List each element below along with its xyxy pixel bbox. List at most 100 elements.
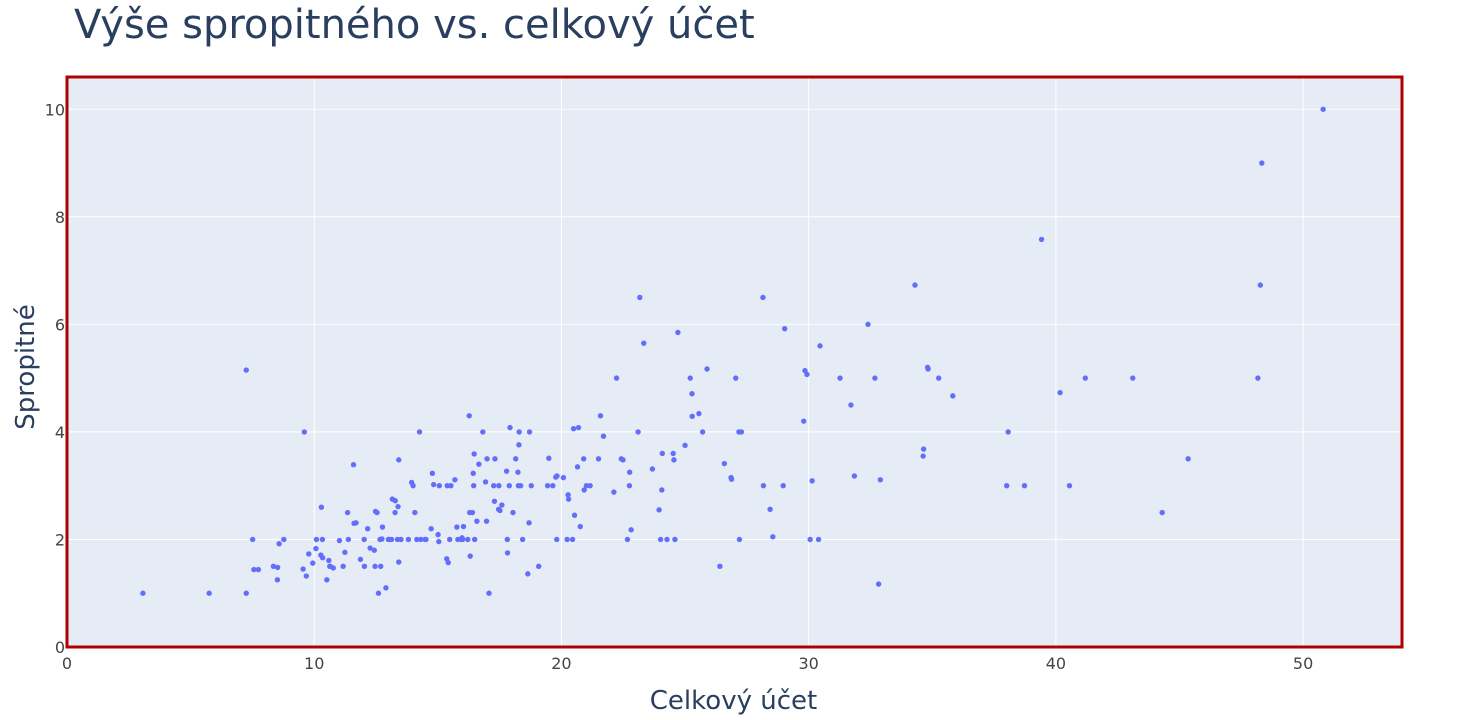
data-point [583,482,590,489]
data-point [554,536,560,543]
data-point [383,585,389,591]
data-point [689,391,695,397]
data-point [580,456,587,462]
data-point [912,282,918,288]
data-point [367,545,373,551]
data-point [503,468,510,474]
plot-border [65,75,1404,649]
data-point [206,590,212,596]
data-point [1005,429,1011,435]
data-point [587,482,593,489]
data-point [372,563,378,570]
data-point [392,509,398,516]
data-point [510,509,516,516]
data-point [482,479,489,485]
data-point [140,590,146,596]
data-point [728,476,735,482]
data-point [1159,509,1165,516]
data-point [470,482,477,489]
y-axis-ticks: 0 2 4 6 8 10 [45,100,65,657]
data-point [429,470,436,477]
data-point [641,340,647,346]
data-point [452,477,458,483]
data-point [920,446,927,452]
data-point [326,557,332,564]
data-point [447,536,453,543]
data-point [353,520,359,526]
data-point [474,518,480,524]
data-point [611,489,617,495]
data-point [613,375,620,381]
data-point [554,473,560,479]
data-point [418,536,424,543]
data-point [480,429,486,435]
data-point [395,503,401,510]
data-point [675,329,681,336]
data-point [560,474,567,481]
data-point [270,563,277,570]
data-point [506,482,512,489]
data-point [428,525,434,532]
data-point [357,556,364,563]
x-tick-label: 20 [551,654,571,673]
data-point [410,482,416,489]
data-point [851,473,858,479]
data-point [414,536,420,543]
data-point [809,478,815,484]
data-point [571,512,578,518]
y-tick-label: 2 [55,530,65,549]
data-point [459,536,466,543]
data-point [454,524,460,530]
data-point [412,509,418,516]
data-point [301,429,308,435]
data-point [513,456,519,462]
data-point [807,536,813,543]
data-point [671,457,677,463]
data-point [274,564,281,571]
x-tick-label: 50 [1293,654,1313,673]
data-point [324,577,330,583]
data-point [516,429,522,435]
data-point [344,509,351,516]
data-point [925,366,931,372]
data-point [570,425,577,432]
data-point [340,563,346,570]
data-point [460,523,467,530]
data-point [767,506,773,513]
data-point [486,590,492,596]
data-point [516,442,522,448]
data-point [436,538,442,545]
data-point [496,482,502,489]
data-point [920,453,926,459]
data-point [243,590,249,596]
data-point [405,536,412,543]
y-axis-title: Spropitné [11,304,41,429]
data-point [672,536,678,543]
data-point [581,487,587,493]
data-point [837,375,843,381]
data-point [371,547,377,553]
data-point [483,518,490,524]
data-point [491,498,498,504]
data-point [469,509,476,516]
data-point [781,325,788,332]
plot-area [67,77,1402,647]
data-point [637,294,643,301]
data-point [470,470,476,477]
data-point [620,457,626,463]
data-point [564,536,570,543]
data-point [255,566,262,573]
data-point [546,455,552,461]
data-point [817,343,823,349]
data-point [1259,160,1265,166]
data-point [544,482,551,489]
data-point [733,375,739,381]
data-point [361,536,367,543]
data-point [471,451,477,457]
data-point [780,482,786,489]
data-point [595,456,602,462]
data-point [318,504,325,510]
data-point [815,536,822,543]
data-point [1185,456,1191,462]
